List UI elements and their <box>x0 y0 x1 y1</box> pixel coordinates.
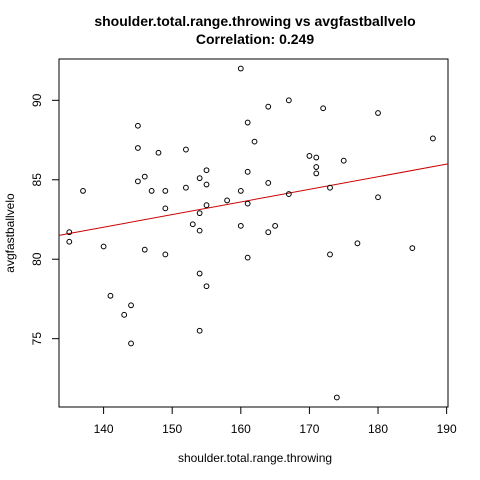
data-point <box>244 200 251 207</box>
x-tick-label: 190 <box>437 422 457 436</box>
data-point <box>244 119 251 126</box>
data-point <box>189 221 196 228</box>
regression-line <box>58 163 449 236</box>
data-point <box>183 184 189 191</box>
data-point <box>100 243 107 250</box>
data-point <box>203 283 210 290</box>
data-point <box>313 164 320 170</box>
x-axis: 140 150 160 170 180 190 <box>94 406 457 436</box>
data-point <box>375 194 381 201</box>
data-point <box>183 146 189 153</box>
data-point <box>141 173 148 180</box>
data-point <box>224 197 230 204</box>
chart-title: shoulder.total.range.throwing vs avgfast… <box>94 13 415 29</box>
data-point <box>107 292 114 299</box>
data-point <box>162 251 169 258</box>
data-point <box>134 122 141 129</box>
x-tick-label: 160 <box>231 422 251 436</box>
data-point <box>340 157 347 164</box>
data-point <box>244 168 251 175</box>
data-point <box>327 184 333 191</box>
data-point <box>244 254 251 261</box>
data-point <box>155 149 162 156</box>
data-point <box>237 222 244 229</box>
x-tick-label: 180 <box>368 422 388 436</box>
data-point <box>134 178 141 185</box>
data-point <box>128 302 134 309</box>
data-point <box>313 154 320 161</box>
x-tick-label: 170 <box>299 422 319 436</box>
data-point <box>272 222 279 229</box>
data-point <box>237 187 244 194</box>
data-point <box>128 340 134 347</box>
data-point <box>162 205 169 212</box>
data-point <box>251 138 258 145</box>
data-point <box>196 270 203 277</box>
plot-frame <box>58 58 449 408</box>
regression-line-layer <box>58 163 449 236</box>
data-point <box>306 153 313 159</box>
data-point <box>141 246 148 253</box>
data-point <box>66 229 73 236</box>
y-tick-label: 80 <box>30 252 44 266</box>
data-point <box>237 65 244 72</box>
data-point <box>265 180 272 186</box>
data-point <box>66 238 73 245</box>
y-tick-label: 90 <box>30 93 44 107</box>
data-point <box>409 245 416 251</box>
data-point <box>80 187 86 194</box>
data-point <box>148 187 155 194</box>
x-tick-label: 150 <box>162 422 182 436</box>
data-point <box>162 187 169 194</box>
x-axis-label: shoulder.total.range.throwing <box>178 451 332 465</box>
data-point <box>203 167 210 174</box>
data-point <box>196 227 203 234</box>
data-point <box>313 170 320 177</box>
data-point <box>375 110 381 116</box>
data-point <box>203 202 210 209</box>
data-point <box>430 135 436 142</box>
data-point <box>333 394 340 401</box>
data-point <box>265 103 272 110</box>
chart-subtitle: Correlation: 0.249 <box>196 31 314 47</box>
data-point <box>354 240 361 247</box>
y-axis-label: avgfastballvelo <box>3 193 17 273</box>
data-point <box>203 181 210 188</box>
data-point <box>327 251 333 258</box>
data-point <box>196 210 203 217</box>
data-point <box>285 97 292 104</box>
y-axis: 75 80 85 90 <box>30 93 60 346</box>
data-point <box>285 191 292 197</box>
data-point <box>134 145 141 151</box>
data-point <box>196 327 203 334</box>
y-tick-label: 85 <box>30 173 44 187</box>
data-point <box>196 175 203 182</box>
data-point <box>121 311 128 318</box>
x-tick-label: 140 <box>94 422 114 436</box>
data-point <box>320 105 327 112</box>
y-tick-label: 75 <box>30 332 44 346</box>
data-points-layer <box>66 65 436 401</box>
data-point <box>265 229 272 236</box>
